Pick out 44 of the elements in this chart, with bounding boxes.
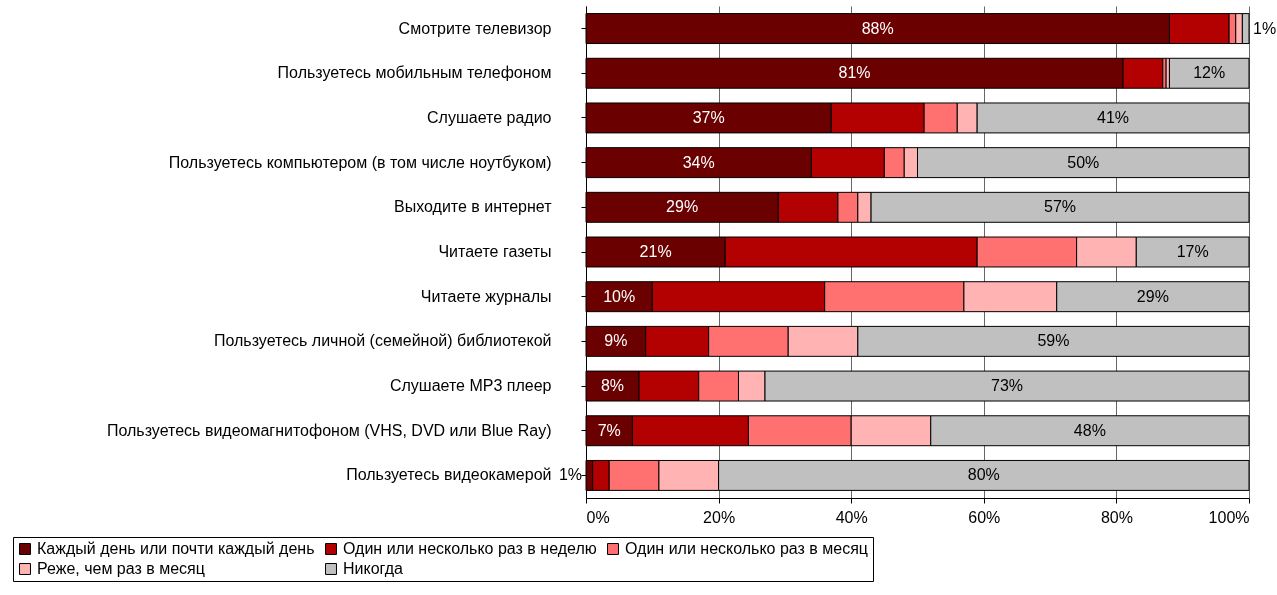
y-tick-label: Слушаете MP3 плеер	[389, 377, 552, 395]
legend-label: Никогда	[343, 560, 404, 577]
y-tick-label: Читаете газеты	[438, 243, 552, 260]
data-label: 41%	[1097, 108, 1130, 126]
y-tick-label: Пользуетесь видеомагнитофоном (VHS, DVD или Blue Ray)	[106, 421, 552, 439]
data-label: 37%	[692, 108, 725, 126]
data-label: 80%	[967, 466, 1000, 484]
y-tick-label: Пользуетесь личной (семейной) библиотекой	[213, 332, 552, 350]
data-label: 12%	[1193, 64, 1226, 82]
y-tick-label: Пользуетесь видеокамерой	[346, 466, 552, 484]
legend-label: Каждый день или почти каждый день	[37, 540, 315, 557]
data-label: 81%	[838, 64, 871, 82]
y-tick-label: Слушаете радио	[427, 108, 552, 126]
x-tick-label: 20%	[703, 508, 736, 526]
data-label: 10%	[603, 287, 636, 305]
y-tick-label: Смотрите телевизор	[398, 19, 552, 37]
data-label: 88%	[861, 19, 894, 37]
data-label: 1%	[1253, 19, 1277, 37]
data-label: 50%	[1067, 153, 1100, 171]
y-tick-label: Пользуетесь мобильным телефоном	[277, 64, 552, 82]
data-label: 17%	[1176, 243, 1209, 260]
y-tick-label: Пользуетесь компьютером (в том числе ноутбуком)	[168, 153, 552, 171]
legend-label: Один или несколько раз в неделю	[343, 540, 597, 557]
data-label: 1%	[558, 466, 582, 484]
data-label: 21%	[639, 243, 672, 260]
y-tick-label: Читаете журналы	[420, 287, 552, 305]
data-label: 73%	[990, 377, 1024, 395]
x-tick-label: 100%	[1208, 508, 1250, 526]
x-tick-label: 80%	[1100, 508, 1133, 526]
data-label: 29%	[666, 198, 699, 216]
x-tick-label: 60%	[968, 508, 1001, 526]
data-label: 59%	[1037, 332, 1070, 350]
data-label: 57%	[1044, 198, 1077, 216]
legend-label: Реже, чем раз в месяц	[37, 560, 205, 577]
data-label: 29%	[1136, 287, 1169, 305]
y-tick-label: Выходите в интернет	[394, 198, 553, 216]
legend-label: Один или несколько раз в месяц	[625, 540, 869, 557]
x-tick-label: 0%	[586, 508, 610, 526]
x-tick-label: 40%	[835, 508, 868, 526]
data-label: 34%	[682, 153, 715, 171]
data-label: 8%	[600, 377, 625, 395]
data-label: 48%	[1073, 421, 1106, 439]
data-label: 9%	[604, 332, 628, 350]
data-label: 7%	[597, 421, 621, 439]
